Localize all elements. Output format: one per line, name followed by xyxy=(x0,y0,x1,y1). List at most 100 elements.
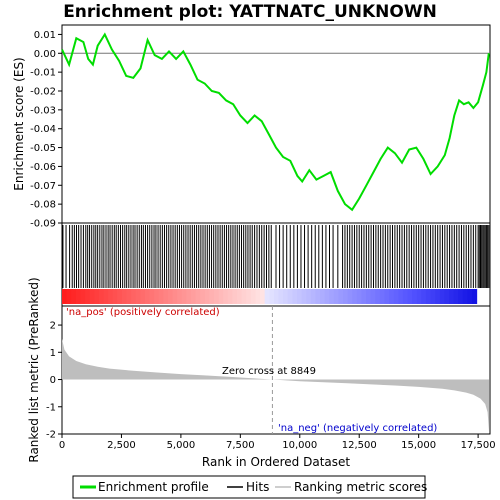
color-bar-segment xyxy=(416,289,422,304)
color-bar-segment xyxy=(398,289,404,304)
es-ytick-label: -0.09 xyxy=(30,219,56,230)
color-bar-segment xyxy=(467,289,473,304)
color-bar-segment xyxy=(319,289,326,304)
metric-yticks: 2 1 0 -1 -2 xyxy=(46,321,62,441)
color-bar-segment xyxy=(172,289,178,304)
color-bar-segment xyxy=(237,289,243,304)
color-bar-segment xyxy=(108,289,114,304)
color-bar-segment xyxy=(167,289,174,304)
color-bar-segment xyxy=(89,289,95,304)
color-bar-segment xyxy=(384,289,390,304)
color-bar-segment xyxy=(352,289,358,304)
negative-correlation-label: 'na_neg' (negatively correlated) xyxy=(278,423,437,434)
hits-lines xyxy=(62,225,490,288)
color-bar-segment xyxy=(389,289,395,304)
x-tick-label: 17,500 xyxy=(461,440,496,451)
color-bar-segment xyxy=(366,289,372,304)
x-tick-label: 15,000 xyxy=(401,440,436,451)
color-bar-segment xyxy=(163,289,169,304)
color-bar-segment xyxy=(158,289,164,304)
ranking-metric-area xyxy=(62,338,489,432)
es-y-axis-label: Enrichment score (ES) xyxy=(12,57,26,190)
color-bar-segment xyxy=(209,289,215,304)
color-bar-segment xyxy=(283,289,289,304)
es-ytick-label: 0.00 xyxy=(34,49,56,60)
color-bar-segment xyxy=(223,289,229,304)
color-bar-segment xyxy=(154,289,160,304)
ranking-color-bar xyxy=(62,289,478,304)
enrichment-profile-line xyxy=(61,32,490,212)
color-bar-segment xyxy=(255,289,261,304)
legend: Enrichment profile Hits Ranking metric s… xyxy=(72,475,427,499)
color-bar-segment xyxy=(126,289,132,304)
color-bar-segment xyxy=(186,289,192,304)
color-bar-segment xyxy=(264,289,270,304)
color-bar-segment xyxy=(62,289,68,304)
legend-frame xyxy=(72,475,426,499)
color-bar-segment xyxy=(195,289,201,304)
color-bar-segment xyxy=(356,289,362,304)
metric-panel-frame xyxy=(61,305,491,435)
color-bar-segment xyxy=(448,289,455,304)
color-bar-segment xyxy=(135,289,141,304)
legend-metric-label: Ranking metric scores xyxy=(294,480,427,494)
x-tick-label: 12,500 xyxy=(342,440,377,451)
color-bar-segment xyxy=(361,289,367,304)
color-bar-segment xyxy=(250,289,257,304)
color-bar-segment xyxy=(379,289,386,304)
positive-correlation-label: 'na_pos' (positively correlated) xyxy=(66,307,220,318)
es-panel: 0.01 0.00 -0.01 -0.02 -0.03 -0.04 -0.05 -0.06 -0… xyxy=(12,24,491,230)
color-bar-segment xyxy=(232,289,238,304)
color-bar-segment xyxy=(301,289,307,304)
color-bar-segment xyxy=(200,289,206,304)
color-bar-segment xyxy=(131,289,137,304)
es-yticks: 0.01 0.00 -0.01 -0.02 -0.03 -0.04 -0.05 -0.06 -0… xyxy=(30,30,62,230)
color-bar-segment xyxy=(338,289,344,304)
color-bar-segment xyxy=(181,289,187,304)
color-bar-segment xyxy=(439,289,445,304)
x-axis-label: Rank in Ordered Dataset xyxy=(202,455,350,469)
es-ytick-label: -0.03 xyxy=(30,105,56,116)
color-bar-segment xyxy=(144,289,151,304)
x-tick-label: 10,000 xyxy=(282,440,317,451)
hits-panel xyxy=(61,222,491,307)
color-bar-segment xyxy=(310,289,316,304)
es-ytick-label: -0.06 xyxy=(30,162,56,173)
color-bar-segment xyxy=(296,289,303,304)
x-tick-label: 5,000 xyxy=(167,440,196,451)
color-bar-segment xyxy=(402,289,409,304)
metric-ytick-label: 2 xyxy=(50,321,56,332)
color-bar-segment xyxy=(75,289,81,304)
metric-y-axis-label: Ranked list metric (PreRanked) xyxy=(27,277,41,462)
es-ytick-label: 0.01 xyxy=(34,30,56,41)
zero-cross-label: Zero cross at 8849 xyxy=(222,366,316,377)
color-bar-segment xyxy=(375,289,381,304)
x-tick-label: 0 xyxy=(59,440,65,451)
color-bar-segment xyxy=(407,289,413,304)
color-bar-segment xyxy=(80,289,86,304)
chart-title: Enrichment plot: YATTNATC_UNKNOWN xyxy=(63,2,437,22)
es-ytick-label: -0.04 xyxy=(30,124,56,135)
color-bar-segment xyxy=(412,289,418,304)
color-bar-segment xyxy=(190,289,197,304)
color-bar-segment xyxy=(112,289,118,304)
color-bar-segment xyxy=(306,289,312,304)
color-bar-segment xyxy=(246,289,252,304)
es-panel-frame xyxy=(61,24,491,224)
metric-panel: 2 1 0 -1 -2 'na_pos' (positively correlated)… xyxy=(27,277,496,469)
color-bar-segment xyxy=(287,289,293,304)
x-axis-ticks: 0 2,500 5,000 7,500 10,000 12,500 15,000 17,500 xyxy=(59,434,496,451)
color-bar-segment xyxy=(292,289,298,304)
color-bar-segment xyxy=(140,289,146,304)
color-bar-segment xyxy=(214,289,220,304)
es-ytick-label: -0.02 xyxy=(30,87,56,98)
color-bar-segment xyxy=(430,289,436,304)
x-tick-label: 7,500 xyxy=(226,440,255,451)
color-bar-segment xyxy=(472,289,478,304)
color-bar-segment xyxy=(421,289,427,304)
color-bar-segment xyxy=(204,289,210,304)
metric-ytick-label: -1 xyxy=(46,402,56,413)
color-bar-segment xyxy=(66,289,72,304)
color-bar-segment xyxy=(269,289,275,304)
